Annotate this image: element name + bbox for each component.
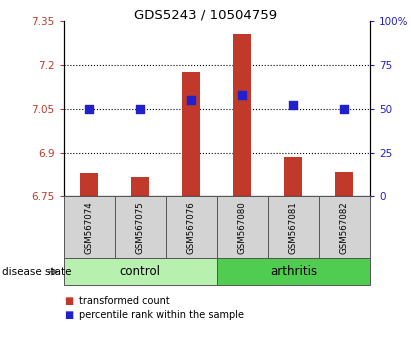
Text: GSM567076: GSM567076 bbox=[187, 201, 196, 254]
Bar bbox=[233, 34, 251, 196]
Text: GSM567080: GSM567080 bbox=[238, 201, 247, 254]
Text: ■: ■ bbox=[64, 296, 73, 306]
Bar bbox=[132, 177, 149, 196]
Text: transformed count: transformed count bbox=[79, 296, 170, 306]
Point bbox=[137, 106, 143, 112]
Point bbox=[341, 106, 348, 112]
Text: GDS5243 / 10504759: GDS5243 / 10504759 bbox=[134, 9, 277, 22]
Text: control: control bbox=[120, 265, 161, 278]
Bar bbox=[182, 72, 200, 196]
Text: GSM567074: GSM567074 bbox=[85, 201, 94, 254]
Text: ■: ■ bbox=[64, 310, 73, 320]
Text: GSM567075: GSM567075 bbox=[136, 201, 145, 254]
Bar bbox=[284, 157, 302, 196]
Text: arthritis: arthritis bbox=[270, 265, 317, 278]
Text: disease state: disease state bbox=[2, 267, 72, 277]
Text: GSM567081: GSM567081 bbox=[289, 201, 298, 254]
Point bbox=[188, 97, 194, 103]
Text: percentile rank within the sample: percentile rank within the sample bbox=[79, 310, 244, 320]
Text: GSM567082: GSM567082 bbox=[340, 201, 349, 254]
Bar bbox=[80, 173, 98, 196]
Point bbox=[86, 106, 92, 112]
Bar bbox=[335, 172, 353, 196]
Point bbox=[239, 92, 246, 98]
Point bbox=[290, 103, 297, 108]
